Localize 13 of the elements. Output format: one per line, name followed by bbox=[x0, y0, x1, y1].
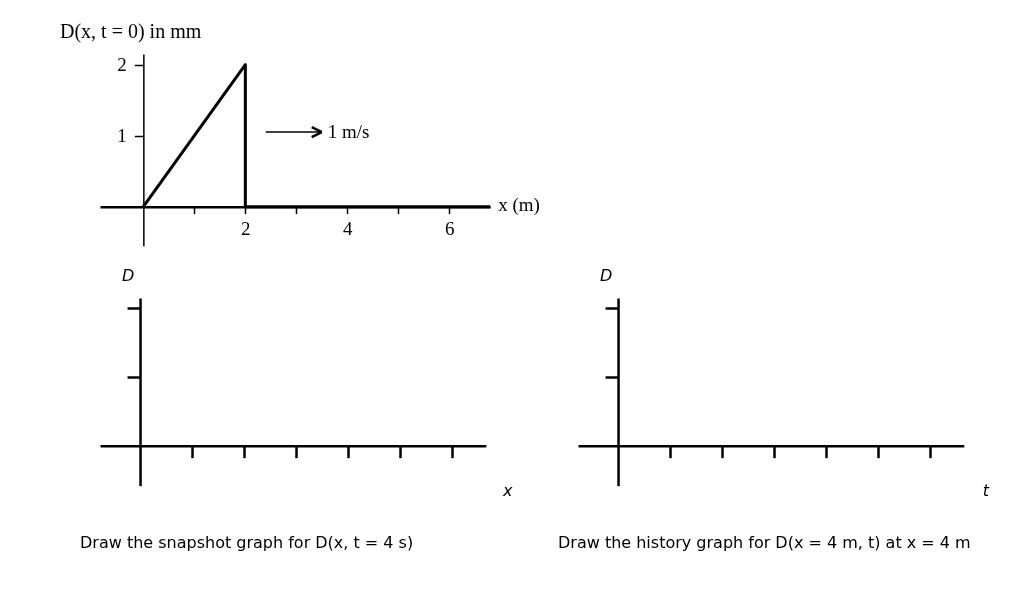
x-axis-title: x (m) bbox=[498, 193, 540, 216]
text: t bbox=[982, 480, 990, 500]
text: D bbox=[121, 266, 135, 285]
text: D bbox=[599, 266, 613, 285]
text: Draw the history graph for D(x = 4 m, t) at x = 4 m bbox=[558, 532, 971, 552]
y-axis-title: D(x, t = 0) in mm bbox=[60, 20, 202, 43]
x-tick-label: 4 bbox=[343, 218, 354, 240]
annotation: 1 m/s bbox=[327, 121, 370, 143]
x-tick-label: 6 bbox=[445, 218, 455, 240]
text: Draw the snapshot graph for D(x, t = 4 s) bbox=[80, 532, 414, 552]
text: x bbox=[502, 480, 514, 500]
y-tick-label: 1 bbox=[117, 125, 127, 147]
x-tick-label: 2 bbox=[241, 218, 251, 240]
